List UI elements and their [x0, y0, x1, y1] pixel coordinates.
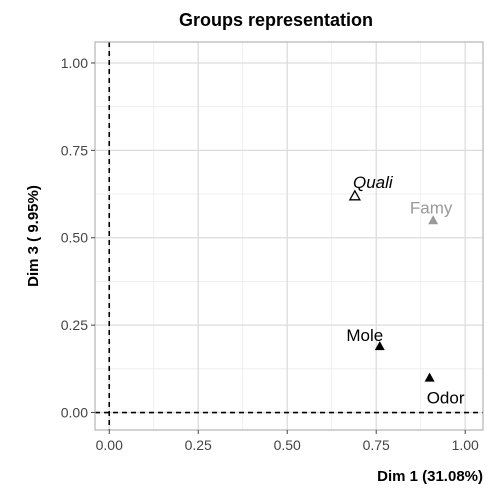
data-points: Quali Famy Mole Odor [346, 173, 464, 408]
mole-point [374, 341, 385, 351]
famy-label: Famy [410, 198, 453, 217]
x-axis-title: Dim 1 (31.08%) [377, 468, 483, 485]
x-tick-label: 0.25 [185, 437, 212, 453]
y-tick-label: 0.00 [61, 405, 88, 421]
famy-point [428, 215, 439, 225]
odor-point [424, 372, 435, 382]
quali-point [348, 189, 361, 201]
x-tick-label: 0.00 [96, 437, 123, 453]
y-tick-label: 0.25 [61, 317, 88, 333]
quali-label: Quali [353, 173, 394, 192]
x-tick-label: 0.75 [363, 437, 390, 453]
y-axis-title: Dim 3 ( 9.95%) [25, 185, 42, 287]
x-tick-label: 0.50 [274, 437, 301, 453]
axis-ticks: 0.00 0.25 0.50 0.75 1.00 0.00 0.25 0.50 0.75 1.00 [61, 55, 479, 453]
odor-label: Odor [427, 389, 465, 408]
y-tick-label: 1.00 [61, 55, 88, 71]
mole-label: Mole [346, 326, 383, 345]
y-tick-label: 0.75 [61, 142, 88, 158]
chart-title: Groups representation [179, 10, 373, 30]
x-tick-label: 1.00 [452, 437, 479, 453]
y-tick-label: 0.50 [61, 230, 88, 246]
reference-lines [95, 42, 483, 430]
grid [95, 42, 483, 430]
plot-panel [94, 41, 484, 431]
